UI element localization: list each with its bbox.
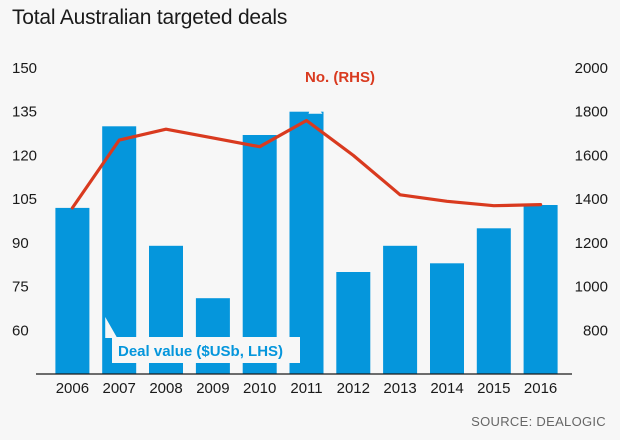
chart-title: Total Australian targeted deals (12, 6, 288, 29)
left-tick-135: 135 (12, 104, 37, 121)
x-tick-2007: 2007 (103, 380, 136, 397)
x-tick-2015: 2015 (477, 380, 510, 397)
right-tick-1400: 1400 (575, 191, 608, 208)
x-tick-2009: 2009 (196, 380, 229, 397)
x-tick-2008: 2008 (149, 380, 182, 397)
right-tick-800: 800 (583, 322, 608, 339)
right-tick-1800: 1800 (575, 104, 608, 121)
right-tick-1600: 1600 (575, 147, 608, 164)
rhs-callout-pointer (308, 101, 323, 114)
x-tick-2006: 2006 (56, 380, 89, 397)
lhs-series-label: Deal value ($USb, LHS) (118, 343, 283, 360)
x-tick-2013: 2013 (383, 380, 416, 397)
x-tick-2010: 2010 (243, 380, 276, 397)
source-note: SOURCE: DEALOGIC (471, 414, 606, 429)
right-tick-2000: 2000 (575, 60, 608, 77)
bar-2010 (242, 135, 277, 374)
bar-2012 (336, 272, 371, 374)
bar-2015 (476, 228, 511, 374)
bar-2013 (383, 245, 418, 374)
bar-2006 (55, 207, 90, 374)
bar-2014 (430, 263, 464, 374)
left-tick-90: 90 (12, 235, 29, 252)
bar-2016 (523, 205, 558, 374)
x-tick-2014: 2014 (430, 380, 463, 397)
bar-2011 (289, 111, 324, 374)
lhs-callout-pointer (105, 317, 118, 338)
left-tick-75: 75 (12, 279, 29, 296)
x-tick-2011: 2011 (290, 380, 322, 397)
right-tick-1200: 1200 (575, 235, 608, 252)
lhs-callout-box (112, 337, 300, 363)
right-tick-1000: 1000 (575, 279, 608, 296)
left-tick-150: 150 (12, 60, 37, 77)
left-tick-60: 60 (12, 322, 29, 339)
rhs-series-label: No. (RHS) (305, 69, 375, 86)
left-tick-105: 105 (12, 191, 37, 208)
left-tick-120: 120 (12, 147, 37, 164)
x-tick-2016: 2016 (524, 380, 557, 397)
x-tick-2012: 2012 (337, 380, 370, 397)
